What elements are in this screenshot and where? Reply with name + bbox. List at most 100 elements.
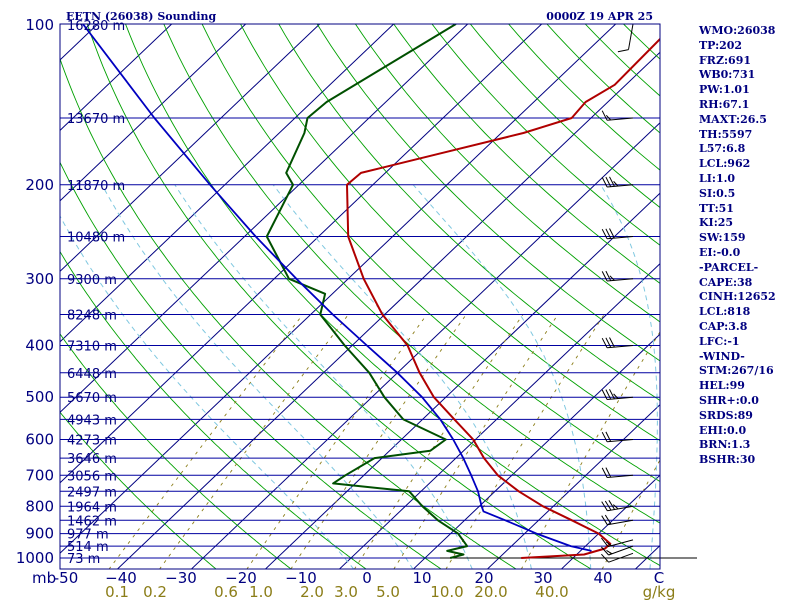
wind-barb <box>617 23 634 53</box>
height-label: 73 m <box>67 552 100 567</box>
wind-barb-feather <box>605 114 612 121</box>
temperature-profile-line <box>346 37 660 559</box>
wind-barb-feather <box>609 337 615 348</box>
moist-adiabat-line <box>600 184 658 569</box>
index-line: L57:6.8 <box>699 142 746 156</box>
height-label: 1964 m <box>67 500 117 515</box>
height-label: 6448 m <box>67 367 117 382</box>
isotherm-line <box>60 24 617 554</box>
wind-barb-feather <box>613 393 619 399</box>
temperature-tick-label: 20 <box>474 569 493 587</box>
wind-barb-feather <box>605 228 612 239</box>
wind-barb-staff <box>607 345 634 349</box>
dry-adiabat-line <box>201 24 660 482</box>
wind-barbs <box>601 23 634 563</box>
wind-barb-feather <box>601 546 609 556</box>
index-line: PW:1.01 <box>699 83 750 97</box>
wind-barb <box>601 176 634 188</box>
temperature-tick-label: −40 <box>105 569 137 587</box>
mixing-ratio-label: 0.2 <box>143 583 167 600</box>
wind-barb-feather <box>609 389 615 400</box>
height-label: 9300 m <box>67 273 117 288</box>
isotherm-line <box>264 192 660 569</box>
diagram-grid <box>60 24 660 569</box>
pressure-label: 300 <box>25 270 54 288</box>
mixing-ratio-line <box>108 314 304 569</box>
pressure-label: 500 <box>25 388 54 406</box>
wind-barb <box>601 431 634 443</box>
wind-barb-staff <box>607 505 634 512</box>
dry-adiabat-line <box>239 24 660 442</box>
wind-barb-feather <box>601 501 608 512</box>
height-label: 5670 m <box>67 391 117 406</box>
temperature-tick-label: -50 <box>54 569 79 587</box>
wind-barb-feather <box>605 270 612 281</box>
wind-barb-feather <box>601 467 608 478</box>
wind-barb-staff <box>607 474 634 478</box>
wind-barb-feather <box>605 467 612 478</box>
wind-barb-feather <box>601 515 608 526</box>
pressure-unit-label: mb <box>32 569 56 587</box>
index-line: CAP:3.8 <box>699 319 748 333</box>
pressure-label: 400 <box>25 337 54 355</box>
index-line: TH:5597 <box>699 127 753 141</box>
wind-barb <box>601 537 634 548</box>
wind-barb-feather <box>612 504 619 510</box>
wind-barb-feather <box>601 337 608 349</box>
index-line: TP:202 <box>699 38 743 52</box>
wind-barb <box>601 337 634 349</box>
mixing-ratio-label: 0.6 <box>214 583 238 600</box>
moist-adiabat-line <box>412 184 592 569</box>
index-line: RH:67.1 <box>699 97 750 111</box>
mixing-ratio-label: 2.0 <box>300 583 324 600</box>
wind-barb <box>601 500 634 512</box>
wind-barb-feather <box>605 337 612 348</box>
height-label: 7310 m <box>67 340 117 355</box>
isotherm-line <box>60 24 543 484</box>
wind-barb-feather <box>606 549 613 555</box>
wind-barb-staff <box>607 236 634 240</box>
mixing-ratio-label: 20.0 <box>474 583 507 600</box>
mixing-ratio-line <box>159 314 349 569</box>
height-label: 11870 m <box>67 179 125 194</box>
stability-index-panel: WMO:26038 TP:202 FRZ:691 WB0:731 PW:1.01 RH:6… <box>699 24 799 468</box>
wind-barb-feather <box>609 176 615 187</box>
index-line: BRN:1.3 <box>699 438 751 452</box>
index-line: SI:0.5 <box>699 186 736 200</box>
dry-adiabat-line <box>354 24 660 323</box>
index-line: LFC:-1 <box>699 334 740 348</box>
height-label: 4273 m <box>67 434 117 449</box>
wind-barb-feather <box>601 177 608 188</box>
pressure-label: 800 <box>25 497 54 515</box>
wind-barb-feather <box>609 228 615 239</box>
isotherm-line <box>60 24 173 132</box>
wind-barb-feather <box>601 537 609 547</box>
index-line: HEL:99 <box>699 379 745 393</box>
wind-barb-staff <box>607 439 634 443</box>
wind-barb-staff <box>607 396 634 400</box>
height-label: 13670 m <box>67 112 125 127</box>
height-label: 3056 m <box>67 469 117 484</box>
height-label: 8248 m <box>67 309 117 324</box>
index-line: EHI:0.0 <box>699 423 747 437</box>
mixing-ratio-unit-label: g/kg <box>643 583 676 600</box>
dry-adiabat-line <box>60 411 217 569</box>
index-line: STM:267/16 <box>699 364 774 378</box>
dry-adiabat-line <box>60 250 367 569</box>
index-line: -WIND- <box>699 349 745 363</box>
wind-barb-feather <box>605 389 612 400</box>
plot-frame <box>59 23 661 570</box>
wind-barb-feather <box>601 228 608 240</box>
mixing-ratio-line <box>445 314 605 569</box>
mixing-ratio-label: 0.1 <box>105 583 129 600</box>
wind-barb-feather <box>601 271 608 282</box>
index-line: EI:-0.0 <box>699 245 741 259</box>
dry-adiabat-line <box>393 24 660 284</box>
wind-barb-feather <box>609 275 615 281</box>
wind-barb-feather <box>617 49 629 53</box>
pressure-label: 1000 <box>16 549 54 567</box>
wind-barb-feather <box>601 431 608 443</box>
wind-barb <box>601 270 634 282</box>
wind-barb-feather <box>605 176 612 187</box>
